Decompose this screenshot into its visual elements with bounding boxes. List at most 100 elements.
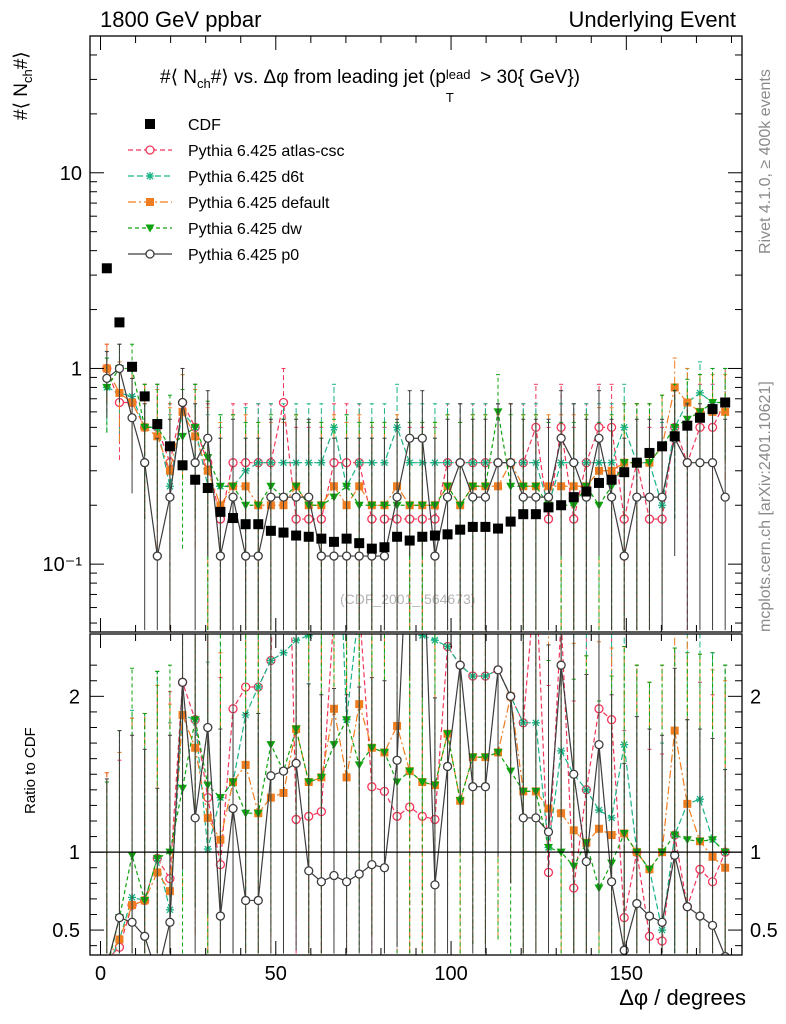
mc-p0-point: [127, 413, 137, 423]
mc-p0-line: [106, 367, 726, 557]
ratio-p0-point: [670, 850, 680, 860]
xlabel: Δφ / degrees: [619, 985, 746, 1010]
cdf-point: [190, 474, 201, 485]
cdf-point: [657, 441, 668, 452]
mc-p0-point: [657, 492, 667, 502]
ratio-p0-point: [177, 677, 188, 687]
mc-p0-point: [228, 492, 238, 502]
ratio-atlas_csc-line: [110, 634, 726, 955]
mc-p0-point: [619, 551, 629, 561]
mc-p0-point: [455, 458, 465, 468]
mc-p0-point: [140, 458, 150, 468]
ratio-p0-point: [569, 769, 579, 779]
cdf-point: [392, 531, 403, 542]
x-tick-label: 50: [265, 963, 287, 985]
cdf-point: [530, 509, 541, 520]
cdf-point: [568, 492, 579, 503]
mc-p0-point: [518, 492, 528, 502]
mc-p0-point: [594, 433, 604, 443]
title-sub1: ch: [196, 75, 211, 91]
cdf-point: [215, 506, 226, 517]
legend-label: Pythia 6.425 dw: [188, 221, 302, 238]
mc-p0-point: [405, 433, 415, 443]
mc-p0-point: [266, 492, 276, 502]
ratio-p0-point: [531, 813, 541, 823]
mc-atlas_csc-point: [278, 397, 289, 408]
mc-p0-point: [480, 492, 491, 502]
ratio-p0-point: [720, 951, 730, 955]
mc-p0-point: [644, 492, 655, 502]
ratio-p0-point: [594, 739, 604, 750]
mc-p0-point: [543, 492, 554, 502]
ratio-p0-point: [707, 920, 718, 931]
cdf-point: [127, 361, 138, 372]
cdf-point: [505, 516, 516, 527]
title-sup2: lead: [445, 67, 471, 82]
mc-p0-point: [114, 363, 125, 374]
ratio-p0-point: [278, 766, 289, 776]
cdf-point: [593, 477, 604, 488]
mc-p0-point: [102, 373, 112, 384]
cdf-point: [518, 509, 529, 520]
ratio-atlas_csc-point: [279, 284, 287, 292]
ratio-frame: [89, 633, 743, 956]
mc-default-point: [670, 383, 679, 392]
ratio-y-tick-label: 0.5: [52, 920, 80, 942]
legend-marker-default: [146, 198, 154, 206]
cdf-point: [417, 531, 428, 542]
legend-label: Pythia 6.425 p0: [188, 247, 299, 264]
cdf-point: [694, 412, 705, 423]
ratio-p0-point: [480, 782, 491, 792]
cdf-point: [581, 486, 592, 497]
mc-p0-point: [707, 458, 718, 468]
mc-p0-point: [329, 551, 339, 561]
cdf-point: [341, 533, 352, 544]
legend-label: Pythia 6.425 default: [188, 195, 330, 212]
header-right: Underlying Event: [568, 7, 736, 32]
ratio-p0-point: [291, 758, 301, 768]
ratio-p0-point: [165, 917, 175, 927]
cdf-point: [707, 404, 718, 415]
legend-label: Pythia 6.425 atlas-csc: [188, 143, 345, 160]
legend-marker-dw: [145, 224, 155, 233]
mc-p0-point: [341, 551, 352, 561]
ratio-dw-point: [405, 767, 415, 776]
top-panel-marks: [101, 263, 731, 631]
mc-p0-point: [316, 551, 327, 561]
cdf-point: [152, 419, 163, 430]
cdf-point: [404, 535, 415, 546]
ratio-p0-point: [140, 931, 150, 941]
x-tick-label: 150: [610, 963, 643, 985]
ratio-p0-point: [367, 859, 377, 870]
cdf-point: [455, 524, 466, 535]
cdf-point: [644, 447, 655, 458]
ratio-p0-point: [253, 895, 263, 906]
mc-d6t-point: [329, 423, 338, 432]
ratio-p0-point: [153, 971, 161, 979]
ratio-p0-point: [127, 917, 137, 927]
mc-p0-point: [379, 551, 390, 561]
legend-marker-cdf: [145, 119, 155, 129]
ratio-p0-point: [682, 902, 692, 912]
ratio-p0-point: [518, 813, 528, 823]
cdf-point: [303, 531, 314, 542]
mc-dw-line: [106, 367, 726, 507]
legend-marker-p0: [145, 249, 155, 259]
cdf-point: [480, 521, 491, 532]
cdf-point: [265, 525, 276, 536]
ratio-p0-point: [329, 870, 339, 881]
ratio-dw-point: [417, 778, 427, 787]
cdf-point: [316, 533, 327, 544]
ratio-p0-point: [240, 895, 251, 906]
ratio-p0-point: [341, 877, 352, 887]
ratio-p0-point: [695, 911, 705, 921]
ratio-y-tick-label-right: 1: [750, 842, 761, 864]
mc-default-point: [721, 407, 730, 416]
mc-p0-point: [190, 458, 200, 468]
legend-marker-d6t: [146, 172, 154, 180]
cdf-point: [291, 530, 302, 541]
ratio-p0-point: [379, 863, 390, 873]
mc-p0-point: [304, 492, 314, 502]
watermark: (CDF_2001_I564673): [340, 591, 476, 607]
